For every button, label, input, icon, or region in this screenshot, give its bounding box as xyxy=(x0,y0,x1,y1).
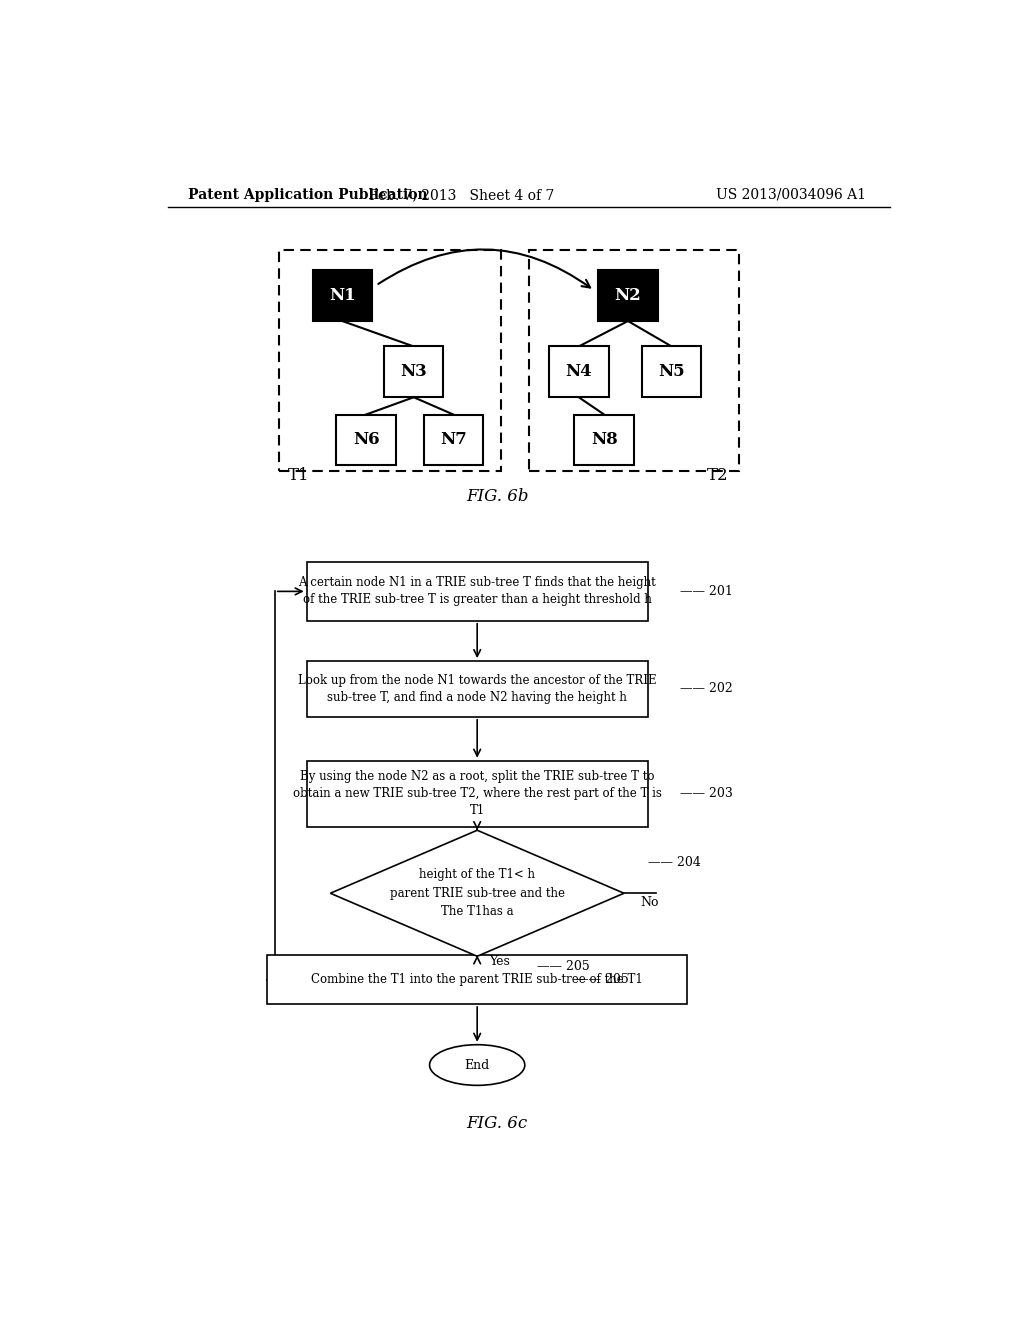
Text: T2: T2 xyxy=(708,467,729,484)
Text: N3: N3 xyxy=(400,363,427,380)
Text: N7: N7 xyxy=(440,432,467,449)
Text: Yes: Yes xyxy=(489,954,510,968)
FancyBboxPatch shape xyxy=(312,271,372,321)
Ellipse shape xyxy=(430,1044,525,1085)
Text: FIG. 6b: FIG. 6b xyxy=(466,488,528,506)
Text: —— 205: —— 205 xyxy=(577,973,629,986)
Text: Patent Application Publication: Patent Application Publication xyxy=(187,187,427,202)
Text: —— 202: —— 202 xyxy=(680,682,732,696)
Text: N8: N8 xyxy=(591,432,617,449)
FancyBboxPatch shape xyxy=(549,346,608,397)
Text: A certain node N1 in a TRIE sub-tree T finds that the height
of the TRIE sub-tre: A certain node N1 in a TRIE sub-tree T f… xyxy=(298,577,656,606)
FancyBboxPatch shape xyxy=(424,414,483,466)
Text: By using the node N2 as a root, split the TRIE sub-tree T to
obtain a new TRIE s: By using the node N2 as a root, split th… xyxy=(293,770,662,817)
Text: N5: N5 xyxy=(658,363,685,380)
FancyBboxPatch shape xyxy=(598,271,657,321)
Text: N1: N1 xyxy=(329,288,355,304)
Text: —— 205: —— 205 xyxy=(537,960,590,973)
FancyBboxPatch shape xyxy=(642,346,701,397)
Text: —— 201: —— 201 xyxy=(680,585,732,598)
Text: Look up from the node N1 towards the ancestor of the TRIE
sub-tree T, and find a: Look up from the node N1 towards the anc… xyxy=(298,675,656,704)
FancyBboxPatch shape xyxy=(306,562,648,620)
Text: N4: N4 xyxy=(565,363,592,380)
Text: height of the T1< h: height of the T1< h xyxy=(419,869,536,882)
FancyBboxPatch shape xyxy=(306,661,648,717)
Text: N6: N6 xyxy=(352,432,380,449)
FancyBboxPatch shape xyxy=(267,956,687,1005)
FancyBboxPatch shape xyxy=(306,760,648,826)
Text: The T1has a: The T1has a xyxy=(441,906,513,917)
Text: Combine the T1 into the parent TRIE sub-tree of the T1: Combine the T1 into the parent TRIE sub-… xyxy=(311,973,643,986)
Text: T1: T1 xyxy=(289,467,310,484)
Text: No: No xyxy=(640,896,658,909)
Text: End: End xyxy=(465,1059,489,1072)
FancyBboxPatch shape xyxy=(336,414,396,466)
FancyBboxPatch shape xyxy=(574,414,634,466)
Text: N2: N2 xyxy=(614,288,641,304)
Text: —— 204: —— 204 xyxy=(648,857,700,870)
Text: —— 203: —— 203 xyxy=(680,787,732,800)
Text: FIG. 6c: FIG. 6c xyxy=(467,1115,527,1133)
Polygon shape xyxy=(331,830,624,956)
FancyBboxPatch shape xyxy=(384,346,443,397)
Text: US 2013/0034096 A1: US 2013/0034096 A1 xyxy=(716,187,866,202)
Text: Feb. 7, 2013   Sheet 4 of 7: Feb. 7, 2013 Sheet 4 of 7 xyxy=(369,187,554,202)
Text: parent TRIE sub-tree and the: parent TRIE sub-tree and the xyxy=(390,887,564,900)
